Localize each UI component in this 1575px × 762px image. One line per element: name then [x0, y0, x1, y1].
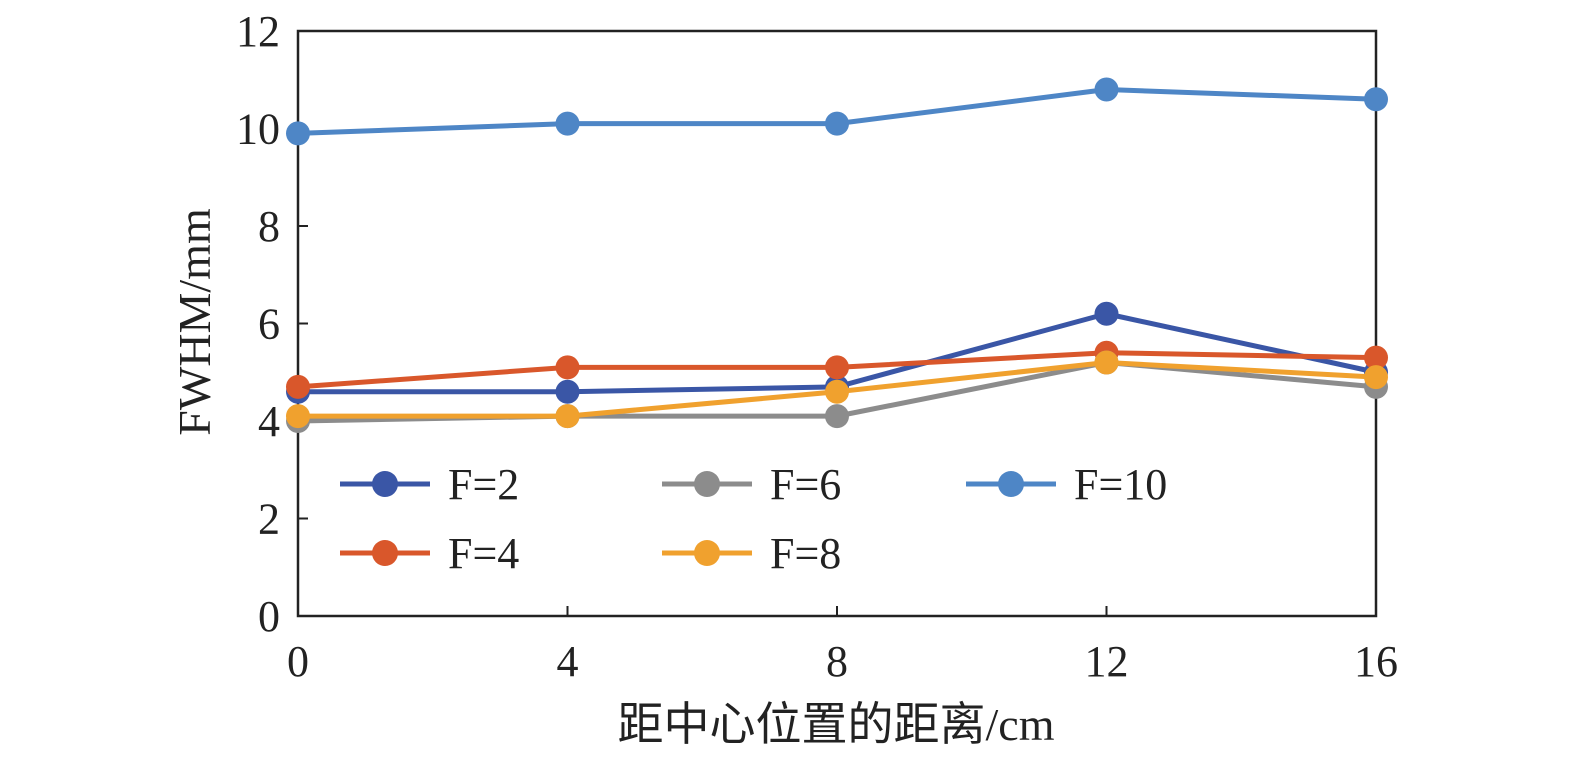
legend-label: F=4: [448, 529, 519, 578]
y-tick-label: 12: [236, 7, 280, 56]
series-F=8: [286, 350, 1388, 429]
legend-swatch-marker: [694, 471, 720, 497]
data-point: [825, 355, 849, 380]
x-tick-label: 8: [826, 637, 848, 686]
data-point: [825, 404, 849, 429]
data-point: [1094, 301, 1119, 326]
x-axis-title: 距中心位置的距离/cm: [618, 699, 1055, 750]
data-point: [1364, 87, 1388, 112]
x-axis-ticks: 0 4 8 12 16: [287, 606, 1398, 686]
data-point: [286, 404, 310, 429]
legend-swatch-marker: [372, 540, 398, 566]
legend-swatch-marker: [694, 540, 720, 566]
x-tick-label: 0: [287, 637, 309, 686]
series-layer: [286, 77, 1388, 433]
data-point: [1094, 77, 1119, 102]
data-point: [825, 111, 849, 136]
legend-label: F=8: [770, 529, 841, 578]
legend-label: F=10: [1074, 460, 1167, 509]
data-point: [286, 121, 310, 146]
data-point: [1364, 345, 1388, 370]
y-axis-title: FWHM/mm: [169, 208, 220, 436]
y-tick-label: 8: [258, 202, 280, 251]
legend-swatch-marker: [998, 471, 1024, 497]
data-point: [1094, 350, 1119, 375]
y-tick-label: 0: [258, 592, 280, 641]
legend-swatch-marker: [372, 471, 398, 497]
y-tick-label: 2: [258, 495, 280, 544]
data-point: [555, 404, 580, 429]
x-tick-label: 16: [1354, 637, 1398, 686]
legend-item: F=6: [662, 460, 841, 509]
legend-label: F=6: [770, 460, 841, 509]
y-tick-label: 6: [258, 300, 280, 349]
x-tick-label: 12: [1085, 637, 1129, 686]
y-tick-label: 4: [258, 397, 280, 446]
legend-item: F=10: [966, 460, 1167, 509]
data-point: [555, 111, 580, 136]
legend: F=2 F=6 F=10 F=4 F=8: [340, 460, 1167, 578]
series-F=10: [286, 77, 1388, 146]
data-point: [286, 374, 310, 399]
legend-label: F=2: [448, 460, 519, 509]
data-point: [555, 355, 580, 380]
data-point: [825, 379, 849, 404]
legend-item: F=8: [662, 529, 841, 578]
data-point: [555, 379, 580, 404]
series-F=4: [286, 340, 1388, 399]
data-point: [1364, 365, 1388, 390]
y-axis-ticks: 0 2 4 6 8 10 12: [236, 7, 308, 641]
x-tick-label: 4: [557, 637, 579, 686]
legend-item: F=4: [340, 529, 519, 578]
y-tick-label: 10: [236, 105, 280, 154]
legend-item: F=2: [340, 460, 519, 509]
